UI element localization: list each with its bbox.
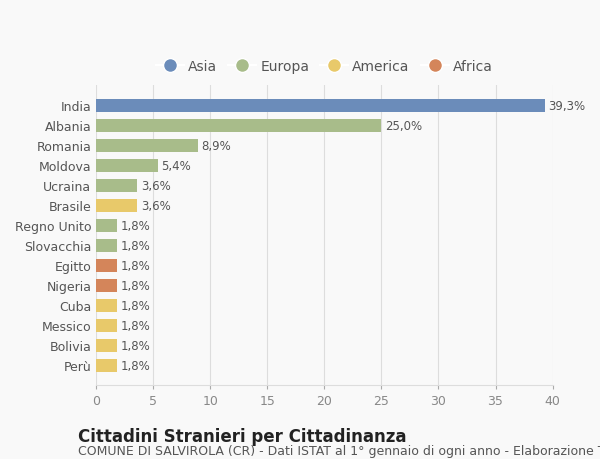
Text: 1,8%: 1,8% — [121, 259, 150, 272]
Text: 1,8%: 1,8% — [121, 239, 150, 252]
Text: 1,8%: 1,8% — [121, 219, 150, 232]
Text: 3,6%: 3,6% — [141, 179, 170, 192]
Bar — [97, 359, 117, 372]
Text: 1,8%: 1,8% — [121, 339, 150, 352]
Bar — [97, 319, 117, 332]
Text: 1,8%: 1,8% — [121, 279, 150, 292]
Text: 3,6%: 3,6% — [141, 199, 170, 213]
Bar — [97, 120, 382, 133]
Bar — [97, 219, 117, 232]
Bar — [97, 179, 137, 192]
Text: 25,0%: 25,0% — [385, 120, 422, 133]
Bar — [97, 239, 117, 252]
Bar — [97, 199, 137, 213]
Text: 1,8%: 1,8% — [121, 319, 150, 332]
Bar — [97, 140, 198, 152]
Bar — [97, 279, 117, 292]
Bar — [97, 299, 117, 312]
Bar — [97, 159, 158, 173]
Bar — [97, 100, 545, 112]
Text: Cittadini Stranieri per Cittadinanza: Cittadini Stranieri per Cittadinanza — [78, 427, 407, 445]
Text: 1,8%: 1,8% — [121, 359, 150, 372]
Legend: Asia, Europa, America, Africa: Asia, Europa, America, Africa — [151, 54, 498, 79]
Text: COMUNE DI SALVIROLA (CR) - Dati ISTAT al 1° gennaio di ogni anno - Elaborazione : COMUNE DI SALVIROLA (CR) - Dati ISTAT al… — [78, 444, 600, 458]
Bar — [97, 339, 117, 352]
Bar — [97, 259, 117, 272]
Text: 1,8%: 1,8% — [121, 299, 150, 312]
Text: 8,9%: 8,9% — [201, 140, 231, 152]
Text: 39,3%: 39,3% — [548, 100, 585, 112]
Text: 5,4%: 5,4% — [161, 159, 191, 173]
